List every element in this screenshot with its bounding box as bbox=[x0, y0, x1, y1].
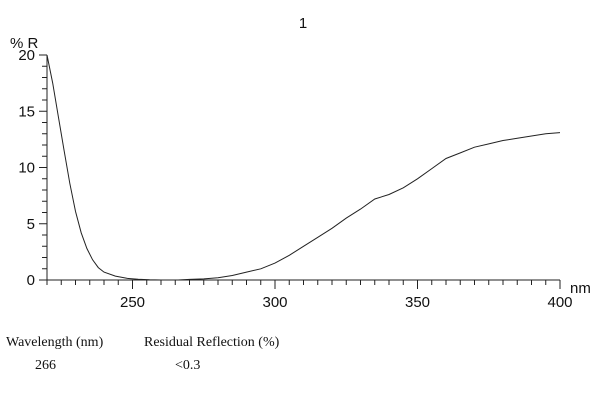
reflection-label: Residual Reflection (%) bbox=[144, 335, 280, 350]
x-tick-label: 350 bbox=[405, 294, 430, 311]
y-tick-label: 20 bbox=[18, 47, 35, 64]
reflection-value: <0.3 bbox=[175, 358, 201, 373]
y-tick-label: 15 bbox=[18, 103, 35, 120]
wavelength-value: 266 bbox=[35, 358, 56, 373]
tick-labels: 0 5 10 15 20 250 300 350 400 bbox=[18, 47, 572, 311]
ticks bbox=[39, 54, 561, 289]
x-tick-label: 250 bbox=[120, 294, 145, 311]
y-axis-label: % R bbox=[10, 35, 39, 52]
y-tick-label: 0 bbox=[27, 272, 35, 289]
y-tick-label: 10 bbox=[18, 160, 35, 177]
x-tick-label: 300 bbox=[262, 294, 287, 311]
series-line bbox=[46, 54, 561, 281]
y-tick-label: 5 bbox=[27, 216, 35, 233]
x-tick-label: 400 bbox=[547, 294, 572, 311]
wavelength-label: Wavelength (nm) bbox=[6, 335, 104, 350]
x-axis-label: nm bbox=[570, 280, 591, 297]
chart-title: 1 bbox=[299, 15, 307, 32]
